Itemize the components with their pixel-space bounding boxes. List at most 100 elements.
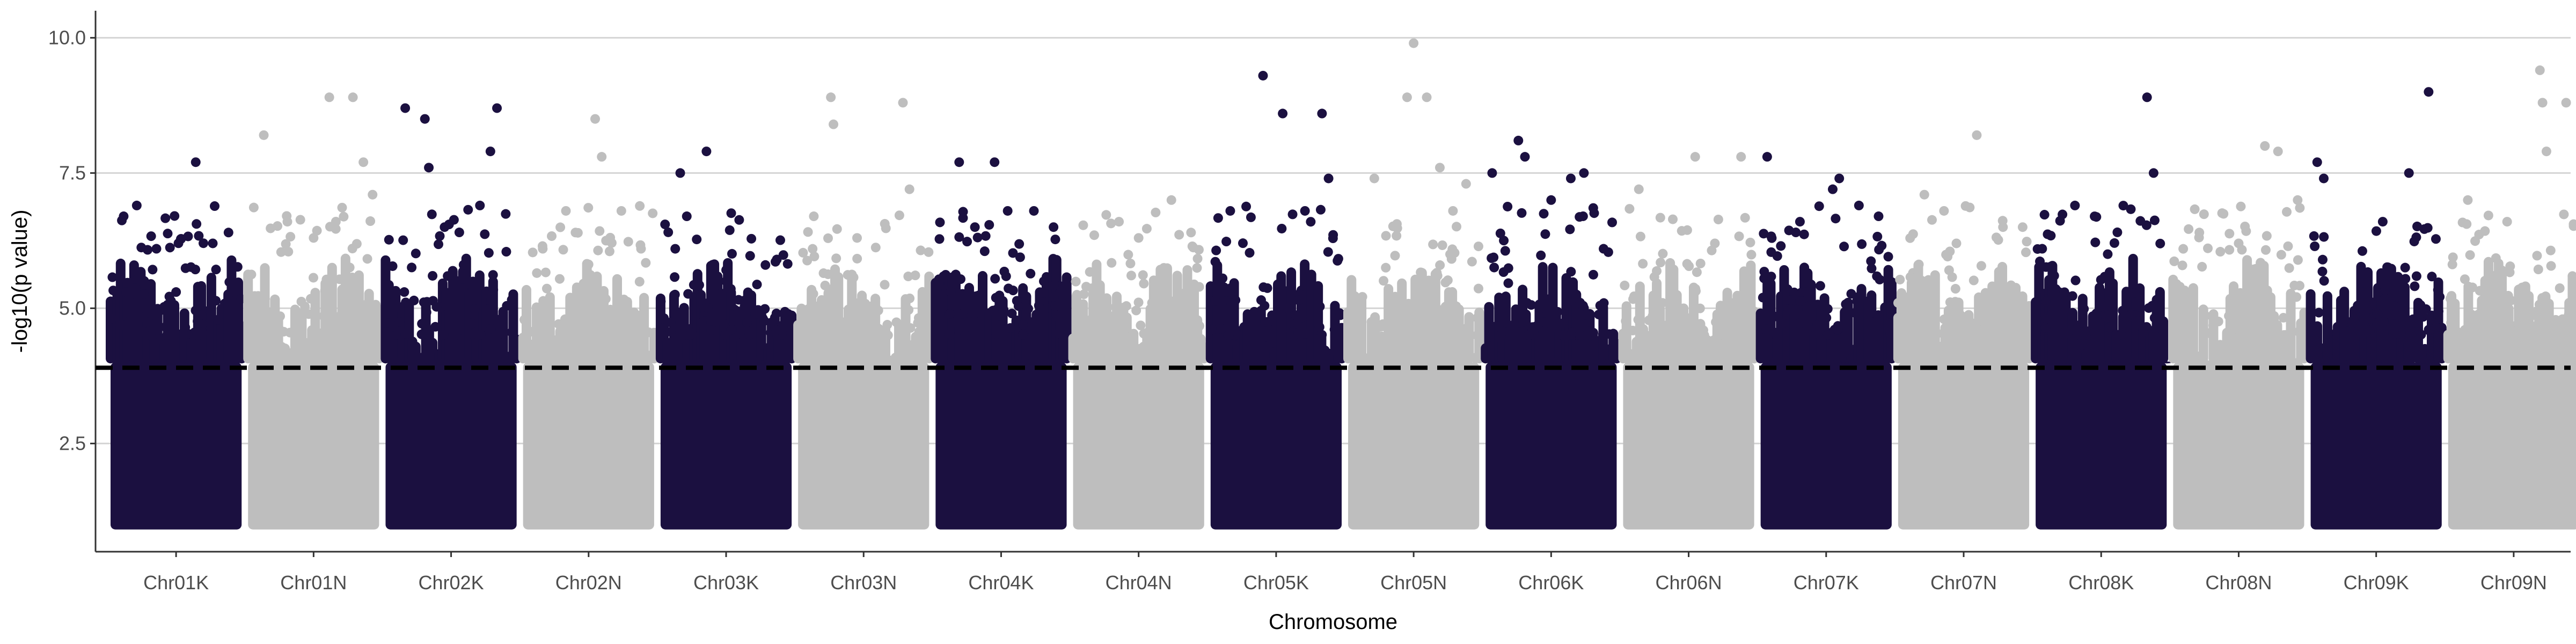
point-Chr05N-48 (1413, 313, 1423, 323)
point-Chr01N-41 (267, 330, 277, 340)
point-Chr06N-1 (1744, 328, 1754, 338)
point-Chr01K-17 (108, 286, 119, 296)
band-Chr06N (1623, 362, 1754, 530)
point-Chr04N-3 (1147, 298, 1157, 308)
point-column-Chr08N-35 (2286, 289, 2296, 364)
point-Chr06N-18 (1635, 231, 1645, 241)
point-Chr07K-20 (1850, 308, 1860, 318)
point-Chr03N-54 (924, 247, 934, 257)
point-Chr02K-21 (488, 270, 498, 280)
point-Chr08N-15 (2204, 328, 2214, 338)
point-Chr06N-29 (1714, 330, 1724, 340)
point-Chr04K-45 (1049, 280, 1059, 290)
point-Chr03K-33 (670, 244, 680, 254)
point-Chr05K-42 (1296, 313, 1306, 323)
point-Chr06N-30 (1666, 330, 1677, 340)
point-Chr05K-28 (1315, 302, 1325, 312)
point-Chr04K-20 (994, 320, 1005, 331)
point-Chr01N-38 (306, 294, 316, 304)
point-Chr03K-30 (656, 296, 666, 306)
point-Chr04N-21 (1195, 321, 1205, 331)
point-Chr03K-53 (657, 313, 667, 324)
point-Chr05N-9 (1461, 323, 1472, 333)
point-Chr06K-46 (1489, 252, 1499, 262)
point-Chr05K-27 (1277, 223, 1287, 233)
top-point-Chr06N-4 (1736, 152, 1746, 162)
top-point-Chr05N-3 (1422, 92, 1432, 103)
point-Chr05K-3 (1323, 247, 1333, 257)
point-Chr04N-29 (1139, 328, 1149, 339)
point-Chr09K-21 (2433, 285, 2443, 295)
point-Chr03K-50 (660, 219, 670, 230)
point-Chr04N-32 (1123, 250, 1133, 260)
point-Chr06N-20 (1713, 214, 1723, 224)
point-Chr02K-17 (387, 261, 398, 271)
point-Chr02K-27 (391, 330, 401, 340)
point-Chr01N-2 (260, 294, 270, 304)
point-Chr03N-2 (802, 255, 813, 266)
point-Chr04K-32 (974, 290, 984, 301)
point-Chr07N-6 (1928, 328, 1938, 339)
point-Chr09K-50 (2314, 308, 2324, 318)
point-Chr03K-25 (775, 235, 785, 245)
point-Chr03K-43 (734, 295, 744, 305)
point-Chr02N-53 (643, 327, 654, 338)
top-point-Chr05N-4 (1435, 163, 1445, 173)
point-Chr04N-16 (1141, 224, 1152, 234)
point-Chr07K-38 (1794, 318, 1804, 328)
point-Chr03K-18 (742, 317, 752, 327)
point-Chr09K-53 (2356, 328, 2366, 338)
point-Chr01K-36 (159, 302, 169, 312)
point-Chr07N-28 (2006, 280, 2016, 290)
top-point-Chr06N-3 (1710, 238, 1720, 248)
top-point-Chr02N-3 (597, 152, 607, 162)
point-Chr01N-23 (362, 254, 372, 264)
point-Chr08N-0 (2283, 241, 2293, 251)
point-Chr07K-0 (1839, 241, 1849, 252)
point-Chr07N-30 (2021, 247, 2031, 258)
point-Chr03K-36 (707, 325, 717, 335)
point-Chr01N-33 (335, 323, 346, 333)
chromosome-bands (111, 362, 2576, 530)
point-Chr07N-51 (1947, 272, 1957, 282)
point-Chr02N-29 (555, 222, 566, 232)
point-Chr07N-20 (2022, 237, 2032, 247)
point-Chr02N-20 (541, 283, 552, 294)
point-Chr02K-40 (480, 229, 490, 239)
point-Chr02N-13 (558, 245, 568, 255)
point-Chr03N-10 (904, 305, 914, 315)
band-Chr05N (1348, 362, 1480, 530)
point-Chr04N-26 (1072, 290, 1082, 300)
point-Chr09K-38 (2380, 285, 2390, 295)
point-Chr04N-53 (1151, 207, 1161, 217)
point-Chr06N-40 (1658, 324, 1668, 334)
point-Chr02K-49 (501, 209, 511, 219)
top-point-Chr03K-3 (721, 276, 731, 286)
point-Chr08K-38 (2049, 270, 2059, 281)
point-Chr07N-44 (1960, 201, 1971, 211)
point-Chr02N-49 (540, 267, 551, 277)
point-Chr09N-20 (2567, 271, 2576, 281)
point-Chr07K-46 (1772, 251, 1782, 261)
top-point-Chr06K-2 (1520, 152, 1530, 162)
point-Chr08K-25 (2155, 238, 2165, 248)
top-point-Chr03N-1 (826, 92, 836, 103)
y-tick-label-1: 5.0 (59, 297, 86, 319)
point-Chr02K-4 (430, 321, 441, 332)
point-Chr08N-7 (2262, 231, 2272, 241)
point-Chr07K-54 (1841, 299, 1851, 309)
point-Chr07K-32 (1776, 241, 1786, 251)
point-Chr02K-54 (416, 329, 427, 339)
point-Chr04N-19 (1157, 313, 1167, 323)
point-Chr08N-24 (2295, 203, 2305, 213)
point-Chr04N-35 (1188, 243, 1198, 253)
point-Chr09N-14 (2491, 270, 2501, 281)
x-axis-title: Chromosome (1269, 610, 1397, 634)
top-point-Chr09N-4 (2541, 147, 2551, 157)
point-Chr08N-28 (2199, 209, 2209, 219)
point-Chr07N-9 (1926, 278, 1936, 288)
point-Chr04N-14 (1089, 230, 1099, 240)
point-Chr03N-25 (916, 245, 926, 255)
point-Chr08K-53 (2040, 297, 2051, 307)
point-Chr06K-10 (1557, 318, 1567, 328)
